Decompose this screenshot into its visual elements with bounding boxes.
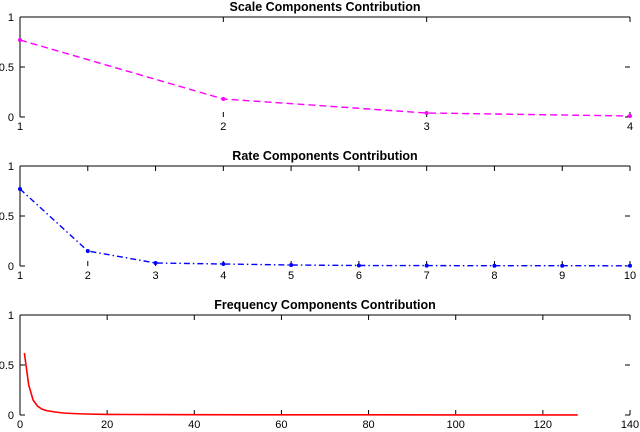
data-point — [628, 114, 632, 118]
data-point — [221, 97, 226, 101]
x-tick-label: 3 — [424, 121, 430, 133]
x-tick-label: 4 — [627, 121, 633, 133]
x-tick-label: 20 — [101, 419, 113, 431]
data-point — [560, 263, 565, 268]
x-tick-label: 8 — [491, 270, 497, 282]
x-tick-label: 40 — [188, 419, 200, 431]
y-tick-label: 0.5 — [0, 360, 14, 372]
chart-title: Rate Components Contribution — [232, 149, 417, 163]
y-tick-label: 1 — [8, 161, 14, 173]
chart-panel-2: Rate Components Contribution 0 0.5 1 1 2 3 4 5 6 7… — [0, 149, 636, 282]
data-point — [424, 263, 429, 268]
x-tick-label: 2 — [85, 270, 91, 282]
y-tick-label: 1 — [8, 12, 14, 24]
y-tick-label: 1 — [8, 310, 14, 322]
x-tick-label: 100 — [447, 419, 465, 431]
x-tick-label: 10 — [624, 270, 636, 282]
x-tick-label: 60 — [275, 419, 287, 431]
data-point — [492, 263, 497, 268]
chart-title: Scale Components Contribution — [230, 0, 421, 14]
x-tick-label: 2 — [220, 121, 226, 133]
data-point — [18, 187, 22, 191]
data-point — [18, 38, 22, 42]
y-tick-label: 0 — [8, 261, 14, 273]
x-tick-label: 120 — [534, 419, 552, 431]
x-tick-label: 0 — [17, 419, 23, 431]
y-tick-label: 0.5 — [0, 62, 14, 74]
x-tick-label: 5 — [288, 270, 294, 282]
x-tick-label: 4 — [220, 270, 226, 282]
data-point — [424, 111, 429, 115]
chart-title: Frequency Components Contribution — [214, 298, 436, 312]
series-line — [19, 188, 631, 267]
chart-panel-1: Scale Components Contribution 0 0.5 1 1 2 3 4 — [0, 0, 633, 133]
x-tick-label: 7 — [424, 270, 430, 282]
x-tick-label: 6 — [356, 270, 362, 282]
x-tick-label: 80 — [362, 419, 374, 431]
data-point — [85, 249, 90, 253]
y-tick-label: 0 — [8, 112, 14, 124]
chart-panel-3: Frequency Components Contribution 0 0.5 1 0 2… — [0, 298, 639, 431]
x-tick-label: 1 — [17, 270, 23, 282]
data-point — [356, 263, 361, 268]
data-point — [221, 262, 226, 266]
data-point — [628, 263, 632, 268]
series-line — [23, 352, 578, 416]
x-tick-label: 1 — [17, 121, 23, 133]
data-point — [289, 263, 294, 267]
series-line — [19, 39, 631, 117]
x-tick-label: 9 — [559, 270, 565, 282]
x-tick-label: 3 — [152, 270, 158, 282]
x-tick-label: 140 — [621, 419, 639, 431]
y-tick-label: 0 — [8, 410, 14, 422]
data-point — [153, 261, 158, 265]
y-tick-label: 0.5 — [0, 211, 14, 223]
